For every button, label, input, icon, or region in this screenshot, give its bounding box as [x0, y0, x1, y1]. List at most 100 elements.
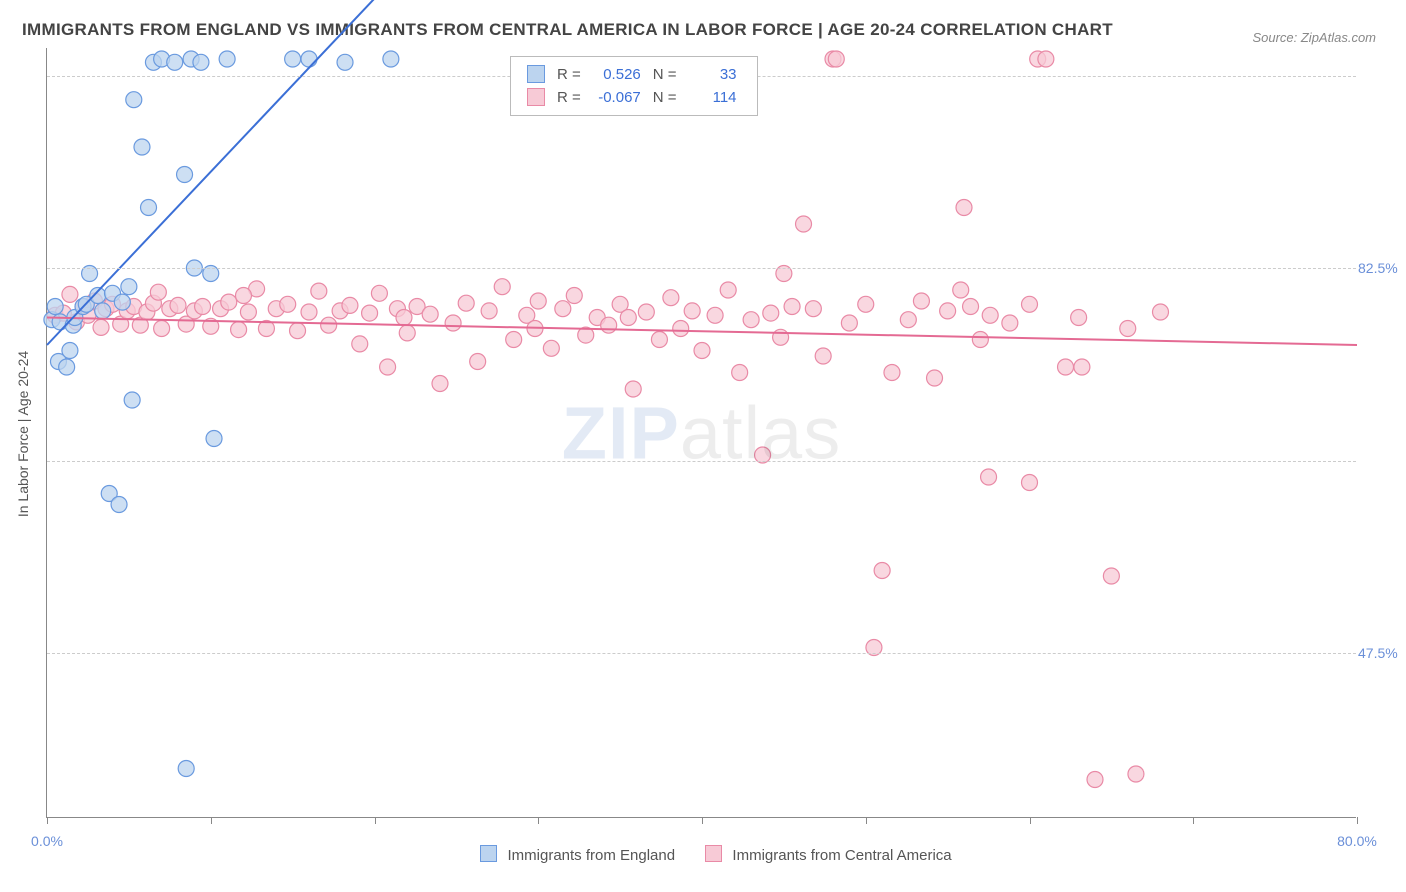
legend-label-england: Immigrants from England: [508, 847, 676, 864]
scatter-point: [784, 299, 800, 315]
scatter-point: [694, 343, 710, 359]
scatter-point: [841, 315, 857, 331]
scatter-point: [981, 469, 997, 485]
scatter-point: [982, 307, 998, 323]
scatter-point: [884, 365, 900, 381]
r-value-england: 0.526: [593, 66, 641, 83]
scatter-point: [858, 296, 874, 312]
scatter-point: [342, 297, 358, 313]
scatter-point: [972, 332, 988, 348]
scatter-point: [874, 563, 890, 579]
scatter-point: [206, 431, 222, 447]
chart-title: IMMIGRANTS FROM ENGLAND VS IMMIGRANTS FR…: [22, 20, 1113, 40]
scatter-point: [743, 312, 759, 328]
scatter-point: [399, 325, 415, 341]
scatter-point: [422, 306, 438, 322]
scatter-point: [219, 51, 235, 67]
scatter-point: [95, 303, 111, 319]
n-label: N =: [647, 63, 683, 86]
scatter-point: [231, 322, 247, 338]
scatter-point: [321, 317, 337, 333]
legend-swatch-central-america: [705, 845, 722, 862]
y-tick-label: 82.5%: [1358, 260, 1406, 276]
legend-swatch-england: [480, 845, 497, 862]
scatter-point: [506, 332, 522, 348]
scatter-point: [913, 293, 929, 309]
scatter-point: [134, 139, 150, 155]
scatter-point: [1038, 51, 1054, 67]
scatter-point: [1071, 310, 1087, 326]
scatter-point: [1103, 568, 1119, 584]
scatter-point: [380, 359, 396, 375]
chart-container: IMMIGRANTS FROM ENGLAND VS IMMIGRANTS FR…: [0, 0, 1406, 892]
scatter-point: [651, 332, 667, 348]
scatter-point: [1128, 766, 1144, 782]
scatter-point: [236, 288, 252, 304]
scatter-point: [195, 299, 211, 315]
x-tick: [702, 817, 703, 824]
scatter-point: [555, 301, 571, 317]
scatter-point: [362, 305, 378, 321]
scatter-point: [121, 279, 137, 295]
scatter-point: [828, 51, 844, 67]
scatter-point: [732, 365, 748, 381]
scatter-point: [141, 200, 157, 216]
scatter-point: [154, 321, 170, 337]
scatter-point: [59, 359, 75, 375]
swatch-england: [527, 65, 545, 83]
scatter-point: [900, 312, 916, 328]
scatter-point: [720, 282, 736, 298]
scatter-point: [170, 297, 186, 313]
scatter-point: [953, 282, 969, 298]
gridline-h: [47, 461, 1356, 462]
scatter-point: [458, 295, 474, 311]
scatter-point: [337, 54, 353, 70]
scatter-point: [114, 294, 130, 310]
scatter-point: [240, 304, 256, 320]
scatter-point: [1058, 359, 1074, 375]
stats-row-england: R = 0.526 N = 33: [521, 63, 743, 86]
scatter-point: [47, 299, 63, 315]
scatter-point: [673, 321, 689, 337]
scatter-point: [773, 329, 789, 345]
stats-row-central-america: R = -0.067 N = 114: [521, 86, 743, 109]
scatter-point: [111, 497, 127, 513]
scatter-point: [620, 310, 636, 326]
scatter-point: [940, 303, 956, 319]
scatter-point: [707, 307, 723, 323]
x-tick: [866, 817, 867, 824]
x-tick: [375, 817, 376, 824]
scatter-point: [956, 200, 972, 216]
scatter-point: [280, 296, 296, 312]
scatter-point: [445, 315, 461, 331]
scatter-point: [663, 290, 679, 306]
scatter-point: [167, 54, 183, 70]
scatter-point: [601, 317, 617, 333]
scatter-point: [543, 340, 559, 356]
scatter-point: [383, 51, 399, 67]
stats-legend-box: R = 0.526 N = 33 R = -0.067 N = 114: [510, 56, 758, 116]
legend-label-central-america: Immigrants from Central America: [732, 847, 951, 864]
series-legend: Immigrants from England Immigrants from …: [0, 845, 1406, 864]
scatter-point: [285, 51, 301, 67]
x-tick: [1357, 817, 1358, 824]
scatter-point: [805, 301, 821, 317]
r-value-central-america: -0.067: [593, 89, 641, 106]
swatch-central-america: [527, 88, 545, 106]
y-axis-label: In Labor Force | Age 20-24: [15, 351, 31, 517]
x-tick: [1193, 817, 1194, 824]
n-value-central-america: 114: [689, 89, 737, 106]
x-tick: [1030, 817, 1031, 824]
r-label: R =: [551, 63, 587, 86]
scatter-point: [352, 336, 368, 352]
x-tick: [538, 817, 539, 824]
scatter-point: [470, 354, 486, 370]
scatter-point: [93, 319, 109, 335]
scatter-point: [124, 392, 140, 408]
scatter-point: [396, 310, 412, 326]
plot-area: ZIPatlas 47.5%82.5%0.0%80.0%: [46, 48, 1356, 818]
scatter-point: [432, 376, 448, 392]
r-label: R =: [551, 86, 587, 109]
scatter-point: [566, 288, 582, 304]
scatter-point: [62, 343, 78, 359]
